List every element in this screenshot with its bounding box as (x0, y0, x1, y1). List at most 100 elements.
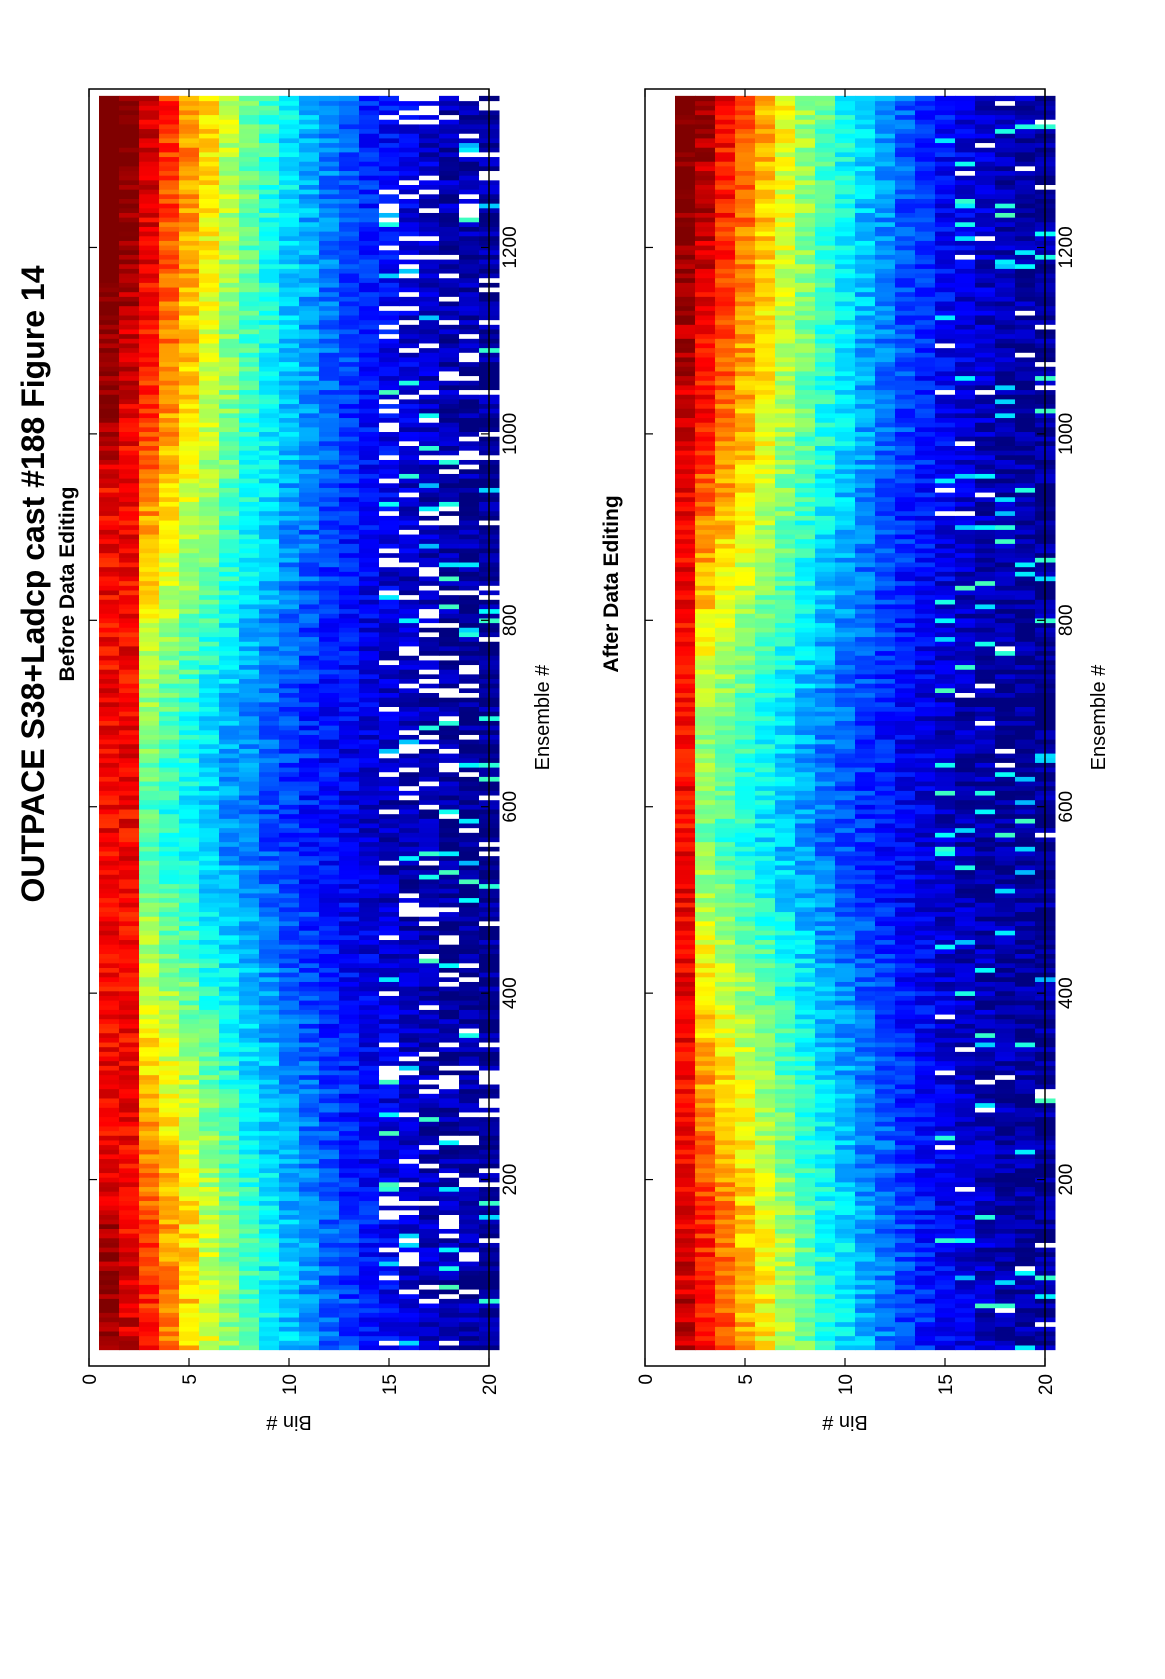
heatmap-cell (159, 920, 180, 927)
heatmap-cell (379, 1261, 400, 1267)
heatmap-cell (319, 930, 340, 936)
heatmap-cell (299, 1153, 320, 1160)
heatmap-cell (359, 818, 380, 824)
heatmap-cell (119, 231, 140, 237)
heatmap-cell (339, 496, 360, 502)
heatmap-cell (159, 673, 180, 680)
heatmap-cell (219, 636, 240, 642)
heatmap-cell (119, 799, 140, 805)
heatmap-cell (199, 1111, 220, 1118)
heatmap-cell (399, 799, 420, 805)
heatmap-cell (459, 231, 480, 237)
heatmap-cell (179, 314, 200, 321)
heatmap-cell (319, 478, 340, 484)
heatmap-cell (439, 944, 460, 950)
heatmap-cell (99, 314, 120, 321)
heatmap-cell (239, 347, 260, 353)
heatmap-cell (259, 1065, 280, 1071)
heatmap-cell (119, 748, 140, 754)
heatmap-cell (459, 766, 480, 773)
heatmap-cell (139, 231, 160, 237)
heatmap-cell (299, 1135, 320, 1141)
heatmap-cell (219, 813, 240, 819)
heatmap-cell (159, 226, 180, 232)
heatmap-cell (339, 263, 360, 269)
heatmap-cell (419, 1316, 440, 1323)
heatmap-cell (279, 352, 300, 358)
heatmap-cell (359, 1191, 380, 1197)
heatmap-cell (459, 207, 480, 213)
heatmap-cell (119, 482, 140, 488)
heatmap-cell (159, 1097, 180, 1104)
heatmap-cell (219, 333, 240, 339)
heatmap-cell (259, 585, 280, 591)
heatmap-cell (239, 687, 260, 694)
heatmap-cell (459, 249, 480, 255)
heatmap-cell (259, 785, 280, 791)
heatmap-cell (459, 268, 480, 274)
heatmap-cell (119, 235, 140, 241)
heatmap-cell (99, 310, 120, 316)
heatmap-cell (219, 711, 240, 717)
heatmap-cell (239, 1219, 260, 1225)
heatmap-cell (139, 766, 160, 773)
heatmap-cell (219, 725, 240, 731)
heatmap-cell (99, 1177, 120, 1183)
heatmap-cell (299, 1130, 320, 1136)
heatmap-cell (259, 1144, 280, 1150)
heatmap-cell (359, 892, 380, 899)
heatmap-cell (359, 221, 380, 227)
heatmap-cell (299, 1302, 320, 1309)
heatmap-cell (279, 636, 300, 642)
heatmap-cell (219, 1130, 240, 1136)
heatmap-cell (379, 1074, 400, 1080)
heatmap-cell (379, 1163, 400, 1169)
heatmap-cell (139, 445, 160, 451)
heatmap-cell (279, 1335, 300, 1341)
heatmap-cell (359, 920, 380, 927)
heatmap-cell (259, 948, 280, 954)
heatmap-cell (299, 338, 320, 344)
heatmap-cell (179, 1069, 200, 1076)
heatmap-cell (339, 1144, 360, 1150)
heatmap-cell (379, 464, 400, 470)
heatmap-cell (179, 1130, 200, 1136)
heatmap-cell (439, 235, 460, 241)
heatmap-cell (179, 659, 200, 666)
heatmap-cell (139, 342, 160, 349)
heatmap-cell (359, 1051, 380, 1057)
heatmap-cell (99, 939, 120, 945)
heatmap-cell (339, 864, 360, 871)
heatmap-cell (259, 258, 280, 265)
heatmap-cell (199, 1205, 220, 1211)
heatmap-cell (379, 1111, 400, 1118)
heatmap-cell (199, 1074, 220, 1080)
heatmap-cell (179, 729, 200, 735)
heatmap-cell (359, 552, 380, 558)
heatmap-cell (439, 375, 460, 381)
heatmap-cell (99, 897, 120, 903)
heatmap-cell (119, 380, 140, 386)
heatmap-cell (319, 403, 340, 409)
heatmap-cell (219, 869, 240, 875)
heatmap-cell (359, 538, 380, 544)
heatmap-cell (339, 487, 360, 493)
heatmap-cell (179, 990, 200, 996)
heatmap-cell (199, 515, 220, 521)
heatmap-cell (119, 566, 140, 572)
heatmap-cell (319, 1149, 340, 1155)
heatmap-cell (379, 1130, 400, 1136)
heatmap-cell (139, 753, 160, 759)
heatmap-cell (279, 864, 300, 871)
heatmap-cell (439, 305, 460, 311)
heatmap-cell (139, 1205, 160, 1211)
heatmap-cell (359, 720, 380, 726)
heatmap-cell (159, 1060, 180, 1066)
heatmap-cell (139, 533, 160, 540)
heatmap-cell (379, 557, 400, 563)
heatmap-cell (419, 1205, 440, 1211)
heatmap-cell (159, 1209, 180, 1215)
heatmap-cell (299, 739, 320, 745)
heatmap-cell (439, 673, 460, 680)
